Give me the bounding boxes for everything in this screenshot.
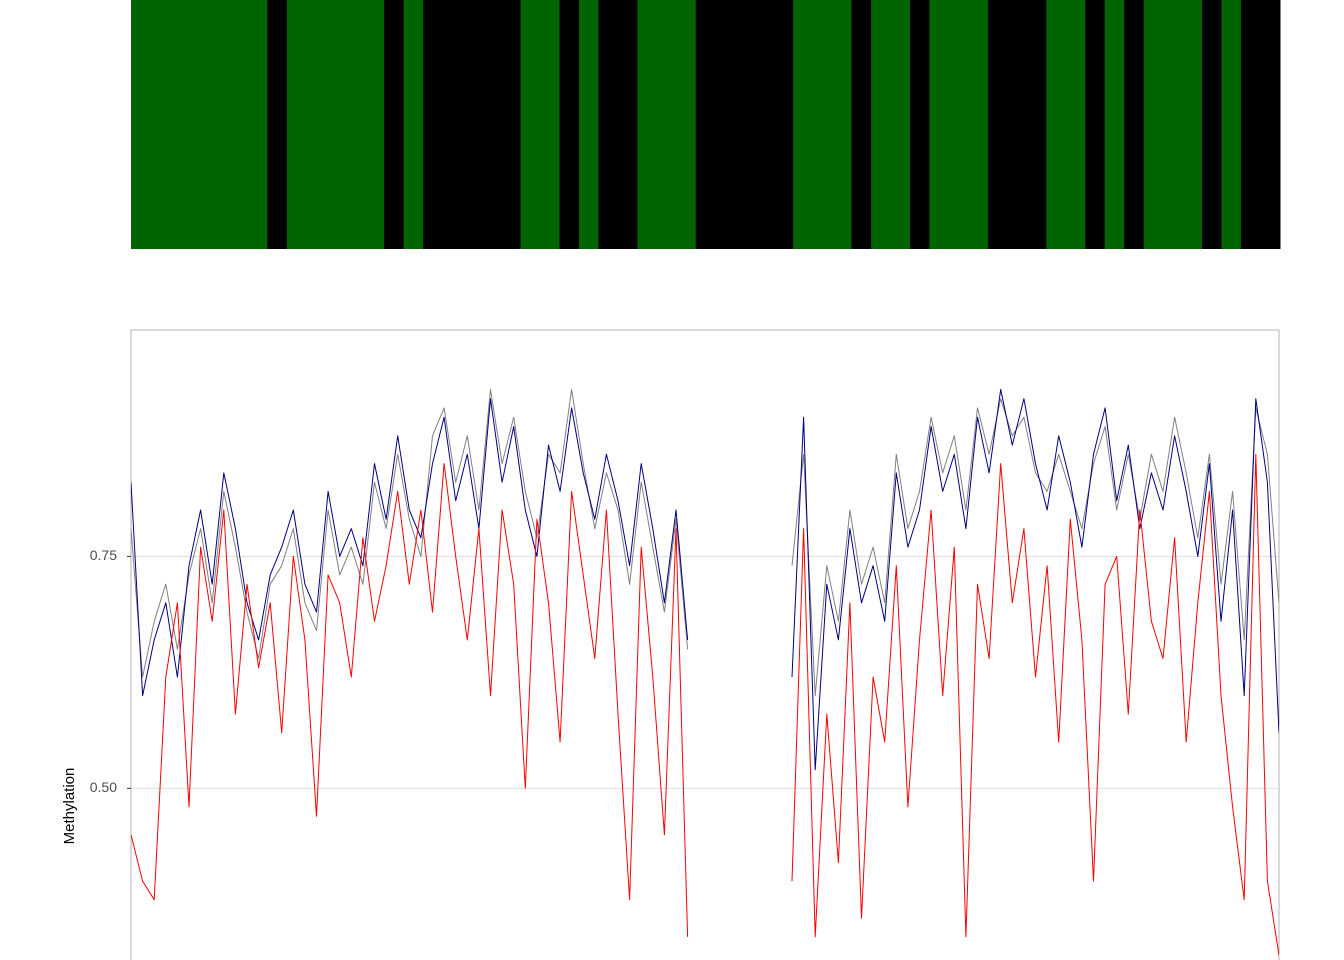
strip-cell xyxy=(676,0,697,249)
strip-cell xyxy=(364,0,385,249)
strip-cell xyxy=(948,0,969,249)
strip-cell xyxy=(909,0,930,249)
strip-cell xyxy=(617,0,638,249)
strip-cell xyxy=(754,0,775,249)
strip-cell xyxy=(501,0,521,249)
strip-cell xyxy=(1202,0,1223,249)
strip-cell xyxy=(598,0,619,249)
strip-cell xyxy=(306,0,327,249)
y-axis-title: Methylation xyxy=(61,768,78,845)
panel xyxy=(130,329,1280,960)
strip-cell xyxy=(793,0,814,249)
strip-cell xyxy=(481,0,502,249)
strip-cell xyxy=(131,0,151,249)
lines xyxy=(131,388,1279,956)
strip-cell xyxy=(267,0,288,249)
strip-cell xyxy=(1221,0,1242,249)
strip-cell xyxy=(637,0,658,249)
strip-cell xyxy=(1104,0,1125,249)
strip-cell xyxy=(656,0,677,249)
strip-cell xyxy=(1143,0,1164,249)
series-line xyxy=(131,453,1279,956)
strip-cell xyxy=(169,0,190,249)
strip-cell xyxy=(890,0,911,249)
series-line xyxy=(131,388,1279,697)
strip-cell xyxy=(715,0,736,249)
strip-cell xyxy=(1163,0,1184,249)
strip-cell xyxy=(345,0,366,249)
strip-cell xyxy=(150,0,171,249)
strip-cell xyxy=(1065,0,1086,249)
strip-cell xyxy=(423,0,444,249)
strip-cell xyxy=(832,0,853,249)
strip-cell xyxy=(1085,0,1106,249)
strip-cell xyxy=(559,0,580,249)
strip-cell xyxy=(851,0,872,249)
strip-cell xyxy=(1046,0,1067,249)
series-line xyxy=(131,388,1279,771)
strip-cell xyxy=(1026,0,1047,249)
y-tick-label: 0.75 xyxy=(90,547,117,563)
strip-cell xyxy=(325,0,346,249)
strip-cell xyxy=(578,0,599,249)
strip-cell xyxy=(539,0,560,249)
strip-cell xyxy=(442,0,463,249)
strip-cell xyxy=(1007,0,1028,249)
strip-cell xyxy=(968,0,989,249)
strip-cell xyxy=(1182,0,1203,249)
strip-cell xyxy=(247,0,268,249)
strip-cell xyxy=(929,0,950,249)
state-strip xyxy=(131,0,1281,249)
strip-cell xyxy=(773,0,794,249)
strip-cell xyxy=(286,0,307,249)
strip-cell xyxy=(812,0,833,249)
strip-cell xyxy=(520,0,541,249)
strip-cell xyxy=(189,0,210,249)
strip-cell xyxy=(987,0,1008,249)
strip-cell xyxy=(403,0,424,249)
y-tick-label: 0.50 xyxy=(90,779,117,795)
strip-cell xyxy=(1260,0,1281,249)
strip-cell xyxy=(1241,0,1262,249)
strip-cell xyxy=(384,0,405,249)
strip-cell xyxy=(871,0,892,249)
strip-cell xyxy=(228,0,249,249)
strip-cell xyxy=(695,0,716,249)
strip-cell xyxy=(462,0,483,249)
strip-cell xyxy=(1124,0,1145,249)
strip-cell xyxy=(734,0,755,249)
strip-cell xyxy=(208,0,229,249)
